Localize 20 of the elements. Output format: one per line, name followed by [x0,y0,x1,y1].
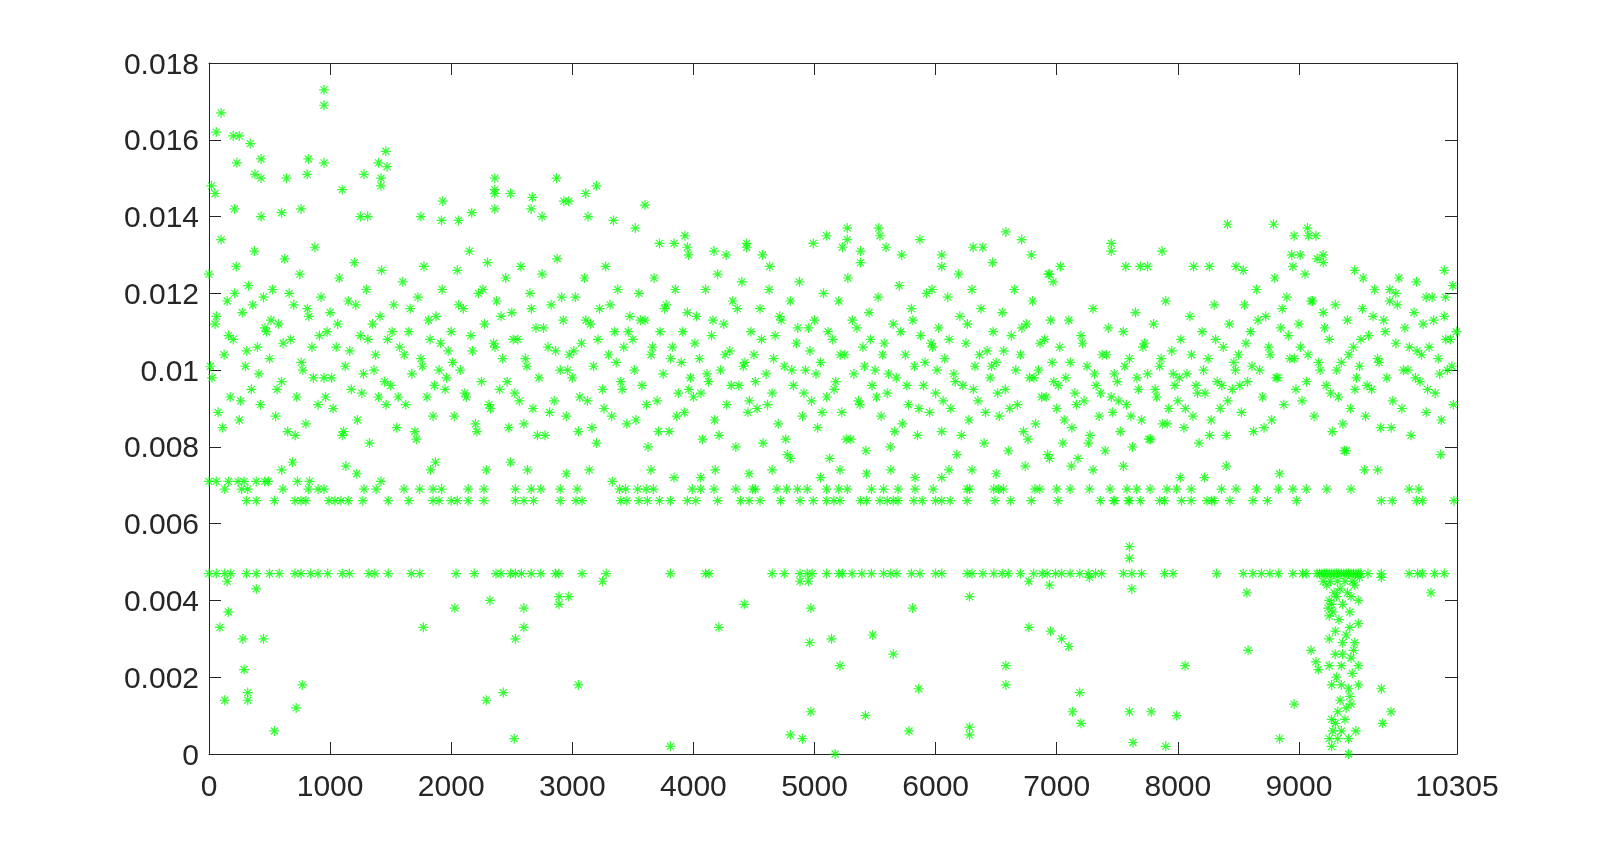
y-tick-label: 0.004 [123,583,199,617]
y-tick-label: 0.012 [123,276,199,310]
x-tick-label: 9000 [1265,768,1333,802]
y-tick-label: 0.008 [123,430,199,464]
y-tick-label: 0.018 [123,46,199,80]
y-tick-label: 0.016 [123,123,199,157]
x-tick-label: 7000 [1023,768,1091,802]
x-tick-label: 10305 [1415,768,1499,802]
x-tick-label: 6000 [902,768,970,802]
y-tick-label: 0.002 [123,660,199,694]
x-tick-label: 8000 [1144,768,1212,802]
y-tick-label: 0.01 [140,353,199,387]
y-tick-label: 0 [182,737,199,771]
x-tick-label: 3000 [538,768,606,802]
x-tick-label: 4000 [660,768,727,802]
x-tick-label: 1000 [296,768,364,802]
x-tick-label: 2000 [417,768,485,802]
x-tick-label: 5000 [781,768,848,802]
y-tick-label: 0.014 [123,200,199,234]
y-tick-label: 0.006 [123,507,199,541]
